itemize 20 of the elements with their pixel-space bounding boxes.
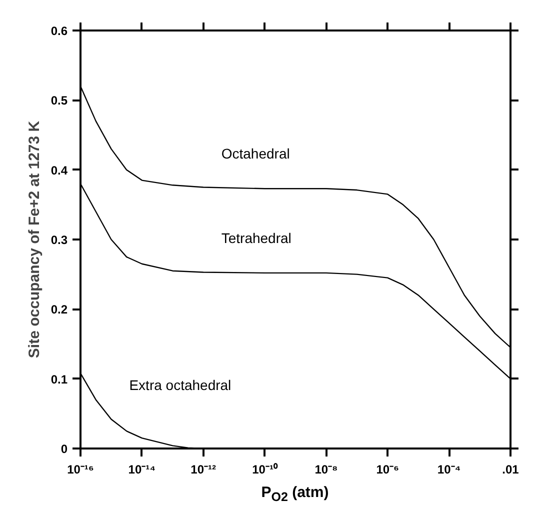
x-tick-label: 10⁻⁴ — [437, 462, 461, 476]
y-axis-title: Site occupancy of Fe+2 at 1273 K — [26, 120, 43, 358]
y-tick-label: 0.4 — [50, 163, 68, 178]
x-tick-label: 10⁻¹⁶ — [67, 462, 94, 476]
y-tick-label: 0.2 — [50, 302, 68, 317]
y-tick-label: 0.6 — [50, 24, 68, 38]
x-tick-label: 10⁻¹⁴ — [128, 462, 156, 476]
x-tick-label: .01 — [502, 462, 520, 476]
series-label: Octahedral — [221, 145, 290, 162]
y-tick-label: 0.5 — [50, 94, 68, 108]
y-tick-label: 0.3 — [50, 233, 68, 247]
x-axis-title: P$_{O2}$ (atm) — [260, 483, 330, 506]
y-tick-label: 0 — [60, 442, 68, 456]
x-tick-label: 10⁻⁸ — [314, 462, 338, 476]
text: Extra octahedral — [129, 377, 232, 394]
series-label: Tetrahedral — [221, 230, 292, 246]
y-tick-label: 0.1 — [50, 372, 68, 386]
x-tick-label: 10⁻⁶ — [376, 462, 400, 476]
x-tick-label: 10⁻¹² — [190, 462, 216, 476]
x-tick-label: 10⁻¹⁰ — [252, 462, 278, 476]
